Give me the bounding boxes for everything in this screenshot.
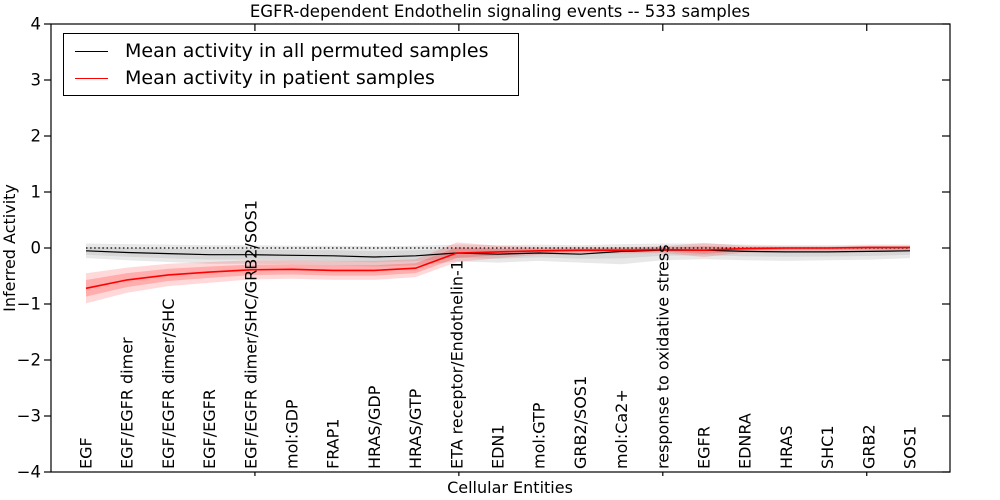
permuted-mean-line bbox=[85, 249, 911, 258]
x-category-label: EGF/EGFR bbox=[200, 389, 219, 469]
x-category-label: EGF/EGFR dimer/SHC bbox=[159, 299, 178, 469]
y-tick-label: −3 bbox=[17, 407, 41, 426]
x-category-label: EDN1 bbox=[489, 424, 508, 469]
y-tick-label: −1 bbox=[17, 295, 41, 314]
y-tick-label: 3 bbox=[31, 71, 42, 90]
y-tick-label: 4 bbox=[31, 15, 42, 34]
x-category-label: EGF bbox=[77, 437, 96, 469]
x-category-label: HRAS/GTP bbox=[406, 388, 425, 469]
y-axis-label: Inferred Activity bbox=[0, 184, 19, 312]
x-category-label: GRB2 bbox=[859, 424, 878, 469]
x-category-label: response to oxidative stress bbox=[653, 244, 672, 469]
x-category-label: mol:GDP bbox=[283, 399, 302, 469]
x-category-label: EGF/EGFR dimer/SHC/GRB2/SOS1 bbox=[241, 200, 260, 469]
x-category-label: GRB2/SOS1 bbox=[571, 376, 590, 469]
x-category-label: mol:GTP bbox=[530, 402, 549, 469]
x-category-label: mol:Ca2+ bbox=[612, 389, 631, 469]
x-category-label: SHC1 bbox=[818, 425, 837, 469]
legend-label-permuted: Mean activity in all permuted samples bbox=[125, 39, 489, 62]
y-tick-label: 1 bbox=[31, 183, 42, 202]
x-category-label: EDNRA bbox=[736, 413, 755, 469]
chart-title: EGFR-dependent Endothelin signaling even… bbox=[249, 2, 751, 21]
legend-label-patient: Mean activity in patient samples bbox=[125, 66, 435, 89]
x-category-label: HRAS/GDP bbox=[365, 385, 384, 469]
confidence-band-inner-patient bbox=[86, 246, 910, 297]
y-tick-label: 2 bbox=[31, 127, 42, 146]
confidence-band-outer-permuted bbox=[86, 243, 910, 267]
y-tick-label: 0 bbox=[31, 239, 42, 258]
legend-item-patient: Mean activity in patient samples bbox=[75, 66, 518, 89]
x-category-label: EGFR bbox=[695, 426, 714, 469]
legend-item-permuted: Mean activity in all permuted samples bbox=[75, 39, 518, 62]
legend: Mean activity in all permuted samples Me… bbox=[63, 33, 519, 96]
y-tick-label: −4 bbox=[17, 463, 41, 482]
x-category-label: EGF/EGFR dimer bbox=[118, 337, 137, 469]
x-axis-label: Cellular Entities bbox=[447, 478, 573, 497]
x-category-label: SOS1 bbox=[901, 426, 920, 469]
y-tick-label: −2 bbox=[17, 351, 41, 370]
x-category-label: ETA receptor/Endothelin-1 bbox=[447, 260, 466, 469]
patient-mean-line bbox=[85, 246, 910, 290]
legend-line-sample-black bbox=[75, 50, 108, 52]
x-category-label: HRAS bbox=[777, 425, 796, 469]
legend-line-sample-red bbox=[75, 77, 108, 79]
x-category-label: FRAP1 bbox=[324, 419, 343, 469]
